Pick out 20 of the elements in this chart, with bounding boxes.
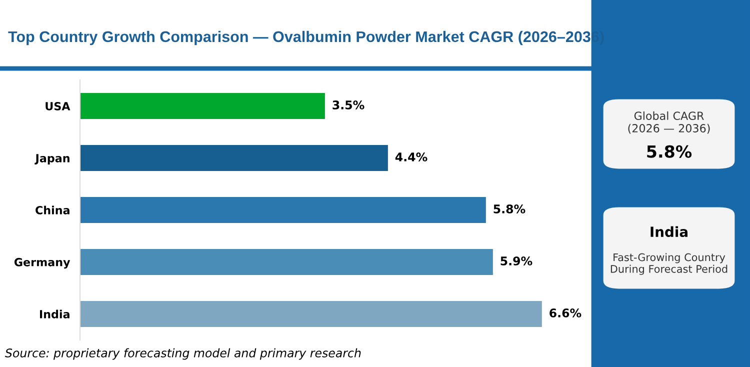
data-label: 4.4% — [395, 152, 428, 162]
bar — [80, 197, 486, 223]
source-note: Source: proprietary forecasting model and primary research — [5, 348, 361, 360]
y-tick-label: USA — [46, 102, 70, 110]
text: 5.8% — [647, 145, 692, 158]
bar — [80, 93, 325, 119]
data-label: 6.6% — [550, 308, 582, 318]
data-label: 3.5% — [332, 100, 364, 110]
y-tick-label: China — [36, 206, 70, 214]
data-label: 5.9% — [500, 256, 532, 266]
text: Global CAGR (2026 — 2036) — [628, 111, 710, 134]
bar — [80, 301, 542, 327]
text: Fast-Growing Country During Forecast Period — [610, 253, 728, 275]
y-tick-label: India — [40, 310, 70, 318]
y-tick-label: Japan — [34, 154, 70, 165]
text: India — [650, 226, 688, 238]
data-label: 5.8% — [494, 204, 526, 214]
bar — [80, 145, 388, 171]
bar — [80, 249, 493, 275]
y-tick-label: Germany — [14, 258, 70, 269]
